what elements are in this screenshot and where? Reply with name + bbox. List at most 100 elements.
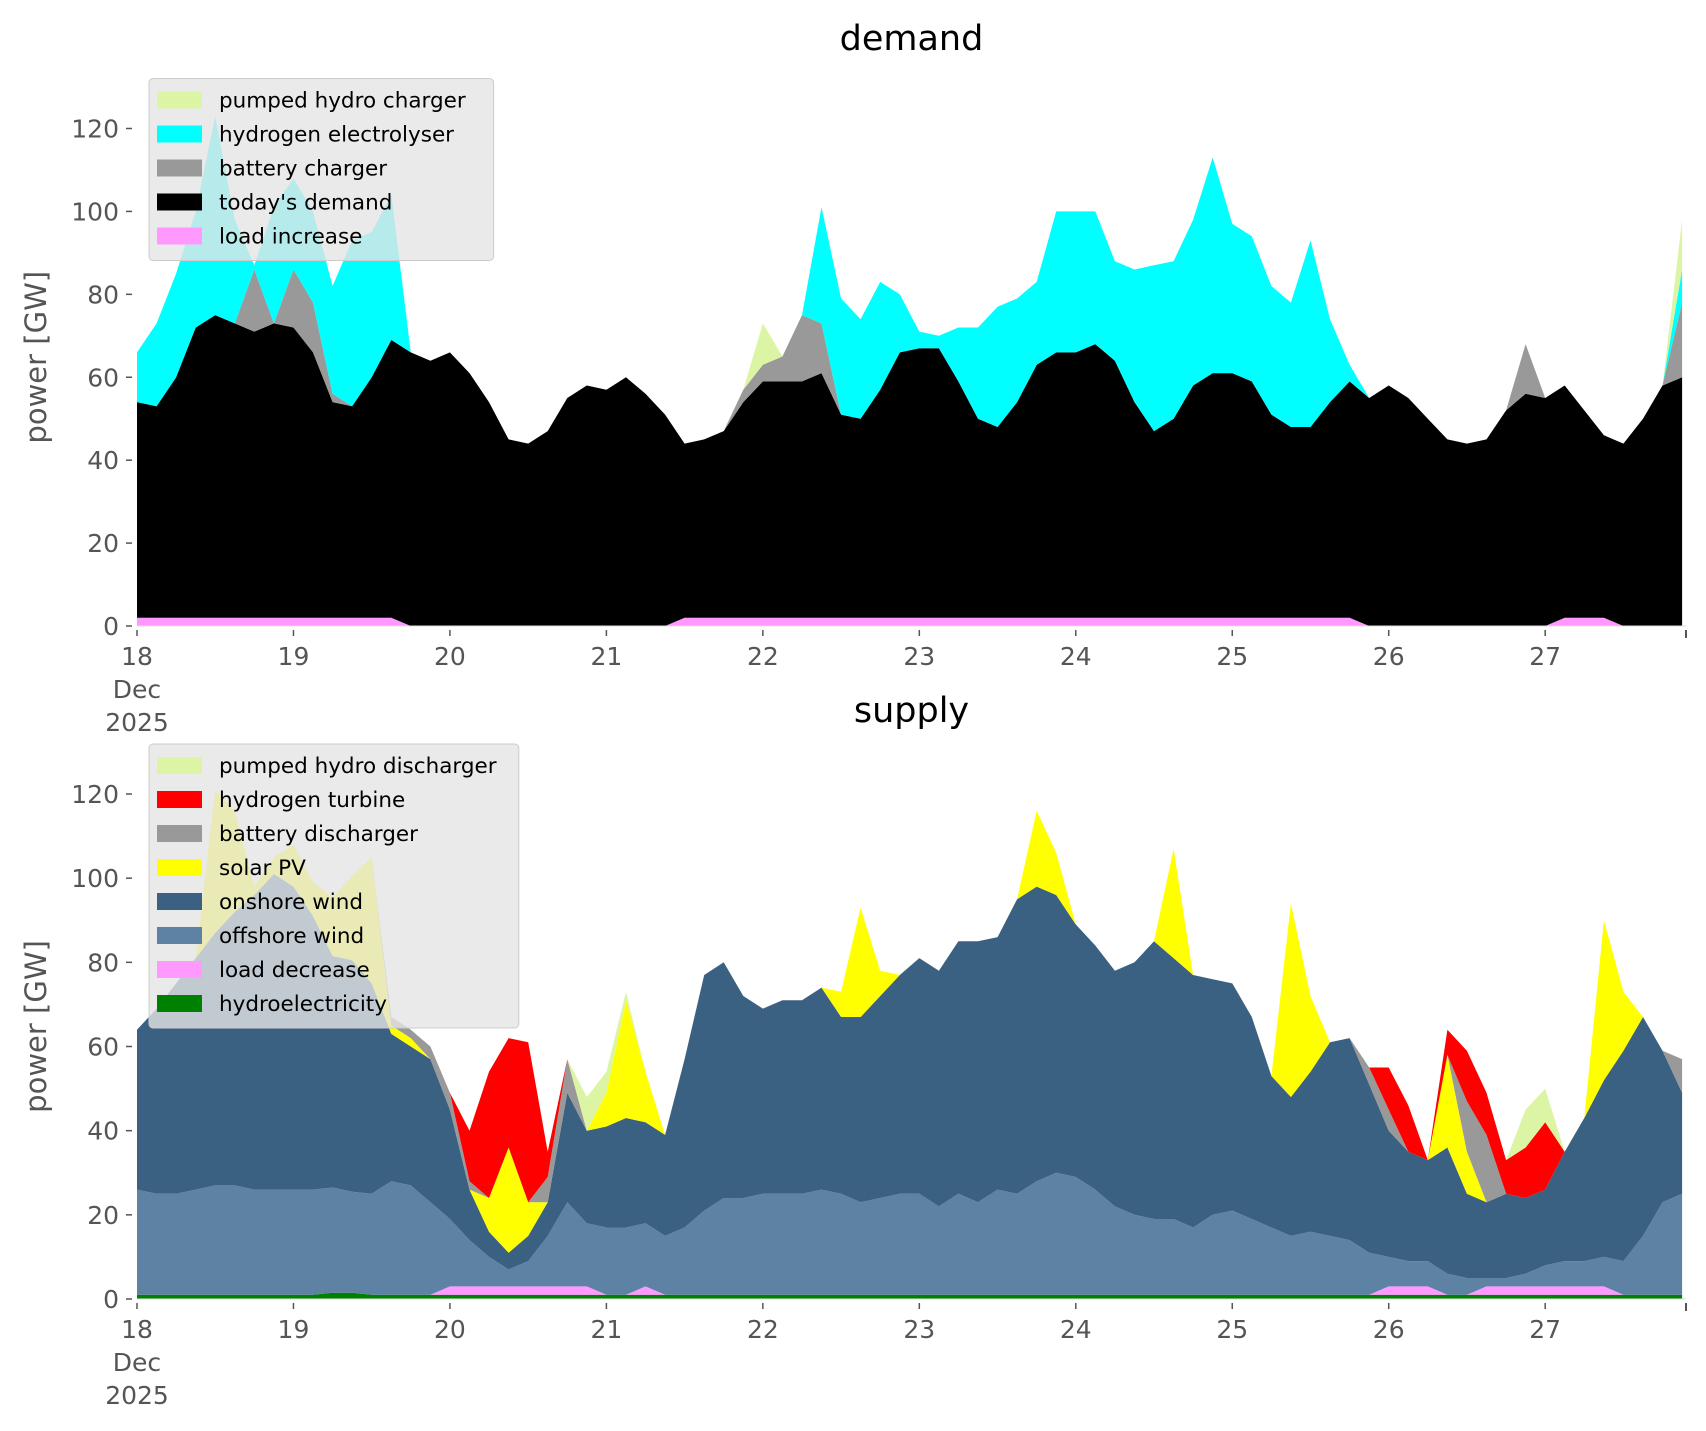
x-tick-label: Dec — [113, 675, 161, 704]
x-tick-label: 27 — [1529, 1315, 1561, 1344]
x-tick-label: 19 — [278, 1315, 310, 1344]
x-tick-label: 26 — [1373, 642, 1405, 671]
legend-item-pumped-hydro-charger: pumped hydro charger — [157, 89, 466, 114]
y-tick-label: 0 — [103, 612, 119, 641]
area-hydrogen-electrolyser — [137, 116, 1683, 444]
legend-label: battery charger — [219, 157, 387, 182]
x-tick-label: 21 — [590, 642, 622, 671]
legend-label: pumped hydro charger — [219, 89, 466, 114]
legend-label: load increase — [219, 225, 362, 250]
area-onshore-wind — [137, 874, 1683, 1278]
x-tick-label: 27 — [1529, 642, 1561, 671]
legend-swatch — [157, 193, 202, 211]
x-tick-label: Dec — [113, 1348, 161, 1377]
y-tick-label: 0 — [103, 1285, 119, 1314]
legend: pumped hydro charger hydrogen electrolyse… — [148, 78, 495, 261]
legend-item-load-increase: load increase — [157, 225, 362, 250]
legend-item-hydrogen-electrolyser: hydrogen electrolyser — [157, 123, 454, 148]
area-hydroelectricity — [137, 1292, 1683, 1299]
legend-swatch — [157, 227, 202, 245]
x-tick-label: 20 — [434, 1315, 466, 1344]
legend-item-pumped-hydro-discharger: pumped hydro discharger — [157, 754, 497, 779]
legend-label: offshore wind — [219, 924, 364, 949]
x-tick-label: 25 — [1216, 1315, 1248, 1344]
area-battery-charger — [137, 269, 1683, 444]
supply-chart: 0 20 40 60 80 100 120 18 Dec 2025 19 20 21 22 23 24 25 26… — [19, 691, 1687, 1410]
legend-item-offshore-wind: offshore wind — [157, 924, 364, 949]
x-tick-label: 24 — [1060, 642, 1092, 671]
y-axis-label: power [GW] — [19, 271, 53, 444]
area-hydrogen-turbine — [137, 789, 1683, 1203]
legend-swatch — [157, 961, 202, 978]
legend-item-solar-pv: solar PV — [157, 856, 306, 881]
x-tick-label: 18 — [121, 642, 153, 671]
area-pumped-hydro-discharger — [137, 789, 1683, 1161]
legend-label: hydrogen turbine — [219, 788, 405, 813]
y-tick-label: 40 — [87, 1117, 119, 1146]
area-load-increase — [137, 617, 1683, 626]
legend-item-hydrogen-turbine: hydrogen turbine — [157, 788, 405, 813]
x-tick-label: 23 — [903, 642, 935, 671]
legend-frame — [148, 78, 495, 261]
x-tick-label: 19 — [278, 642, 310, 671]
chart-title: demand — [840, 19, 984, 59]
demand-chart: 0 20 40 60 80 100 120 18 Dec 2025 19 20 21 22 23 24 25 26… — [19, 19, 1687, 737]
y-tick-label: 60 — [87, 363, 119, 392]
x-tick-label: 21 — [590, 1315, 622, 1344]
y-tick-label: 80 — [87, 948, 119, 977]
legend-swatch — [157, 859, 202, 876]
legend-swatch — [157, 125, 202, 143]
legend-label: battery discharger — [219, 822, 418, 847]
y-tick-label: 120 — [71, 115, 119, 144]
y-tick-label: 40 — [87, 446, 119, 475]
legend-swatch — [157, 893, 202, 910]
legend-item-battery-charger: battery charger — [157, 157, 387, 182]
x-tick-label: 2025 — [105, 1381, 169, 1410]
x-tick-label: 2025 — [105, 708, 169, 737]
y-axis-label: power [GW] — [19, 940, 53, 1113]
x-tick-label: 23 — [903, 1315, 935, 1344]
x-tick-label: 26 — [1373, 1315, 1405, 1344]
y-tick-label: 120 — [71, 780, 119, 809]
x-tick-label: 22 — [747, 642, 779, 671]
x-tick-label: 22 — [747, 1315, 779, 1344]
legend: pumped hydro discharger hydrogen turbine b… — [148, 743, 520, 1029]
legend-label: solar PV — [219, 856, 306, 881]
legend-item-load-decrease: load decrease — [157, 958, 370, 983]
x-tick-label: 24 — [1060, 1315, 1092, 1344]
stacked-areas — [137, 116, 1683, 626]
legend-label: onshore wind — [219, 890, 363, 915]
y-tick-label: 20 — [87, 529, 119, 558]
y-tick-label: 60 — [87, 1033, 119, 1062]
y-tick-label: 80 — [87, 280, 119, 309]
legend-swatch — [157, 825, 202, 842]
x-tick-label: 20 — [434, 642, 466, 671]
chart-title: supply — [854, 691, 969, 731]
legend-item-battery-discharger: battery discharger — [157, 822, 418, 847]
legend-swatch — [157, 91, 202, 109]
stacked-areas — [137, 789, 1683, 1299]
legend-label: load decrease — [219, 958, 370, 983]
x-tick-label: 18 — [121, 1315, 153, 1344]
legend-label: hydrogen electrolyser — [219, 123, 454, 148]
legend-label: today's demand — [219, 191, 392, 216]
legend-swatch — [157, 757, 202, 774]
legend-label: hydroelectricity — [219, 992, 387, 1017]
legend-swatch — [157, 927, 202, 944]
legend-item-hydroelectricity: hydroelectricity — [157, 992, 387, 1017]
y-tick-label: 100 — [71, 197, 119, 226]
legend-item-today-s-demand: today's demand — [157, 191, 392, 216]
legend-item-onshore-wind: onshore wind — [157, 890, 363, 915]
legend-swatch — [157, 159, 202, 177]
legend-swatch — [157, 995, 202, 1012]
y-tick-label: 100 — [71, 864, 119, 893]
area-offshore-wind — [137, 1172, 1683, 1295]
legend-swatch — [157, 791, 202, 808]
legend-frame — [148, 743, 520, 1029]
legend-label: pumped hydro discharger — [219, 754, 497, 779]
x-tick-label: 25 — [1216, 642, 1248, 671]
area-load-decrease — [137, 1286, 1683, 1295]
area-today-s-demand — [137, 315, 1683, 626]
y-tick-label: 20 — [87, 1201, 119, 1230]
